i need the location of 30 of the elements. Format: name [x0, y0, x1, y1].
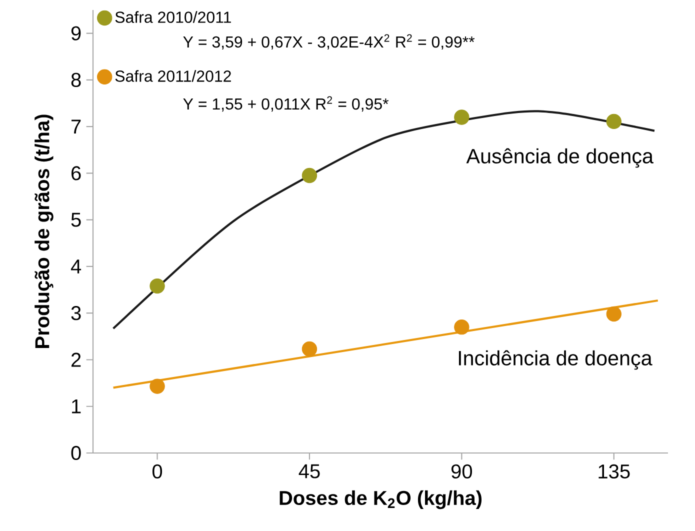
annotation: Incidência de doença — [458, 350, 652, 370]
point — [150, 278, 165, 294]
annotation: Ausência de doença — [466, 148, 654, 168]
y-tick-label: 9 — [71, 26, 81, 40]
y-tick-label: 6 — [72, 166, 81, 180]
legend-label: Safra 2010/2011 — [115, 11, 231, 23]
x-axis-title: Doses de K$_{2}$O (kg/ha) — [280, 490, 482, 510]
point — [606, 114, 622, 130]
point — [606, 306, 622, 322]
y-tick-label: 3 — [71, 306, 81, 320]
x-tick-label: 45 — [298, 464, 320, 478]
y-axis-title: Produção de grãos (t/ha) — [34, 114, 54, 348]
annotation: Y = 3,59 + 0,67X - 3,02E-4X$^{2}$ R$^{2}$ = 0,99** — [183, 34, 475, 50]
point — [454, 110, 470, 125]
x-tick-label: 135 — [598, 464, 630, 479]
y-tick-label: 2 — [72, 352, 81, 367]
point — [454, 319, 470, 335]
point — [150, 378, 165, 394]
point — [302, 168, 318, 184]
y-tick-label: 8 — [71, 72, 81, 88]
x-tick-label: 0 — [152, 464, 162, 479]
x-tick-label: 90 — [452, 464, 472, 479]
legend-label: Safra 2011/2012 — [115, 70, 231, 82]
annotation: Y = 1,55 + 0,011X R$^{2}$ = 0,95* — [183, 96, 389, 112]
y-tick-label: 1 — [72, 399, 81, 414]
y-tick-label: 5 — [71, 212, 81, 227]
y-tick-label: 4 — [70, 260, 82, 274]
point — [302, 341, 318, 357]
y-tick-label: 0 — [71, 446, 81, 460]
y-tick-label: 7 — [72, 120, 81, 134]
